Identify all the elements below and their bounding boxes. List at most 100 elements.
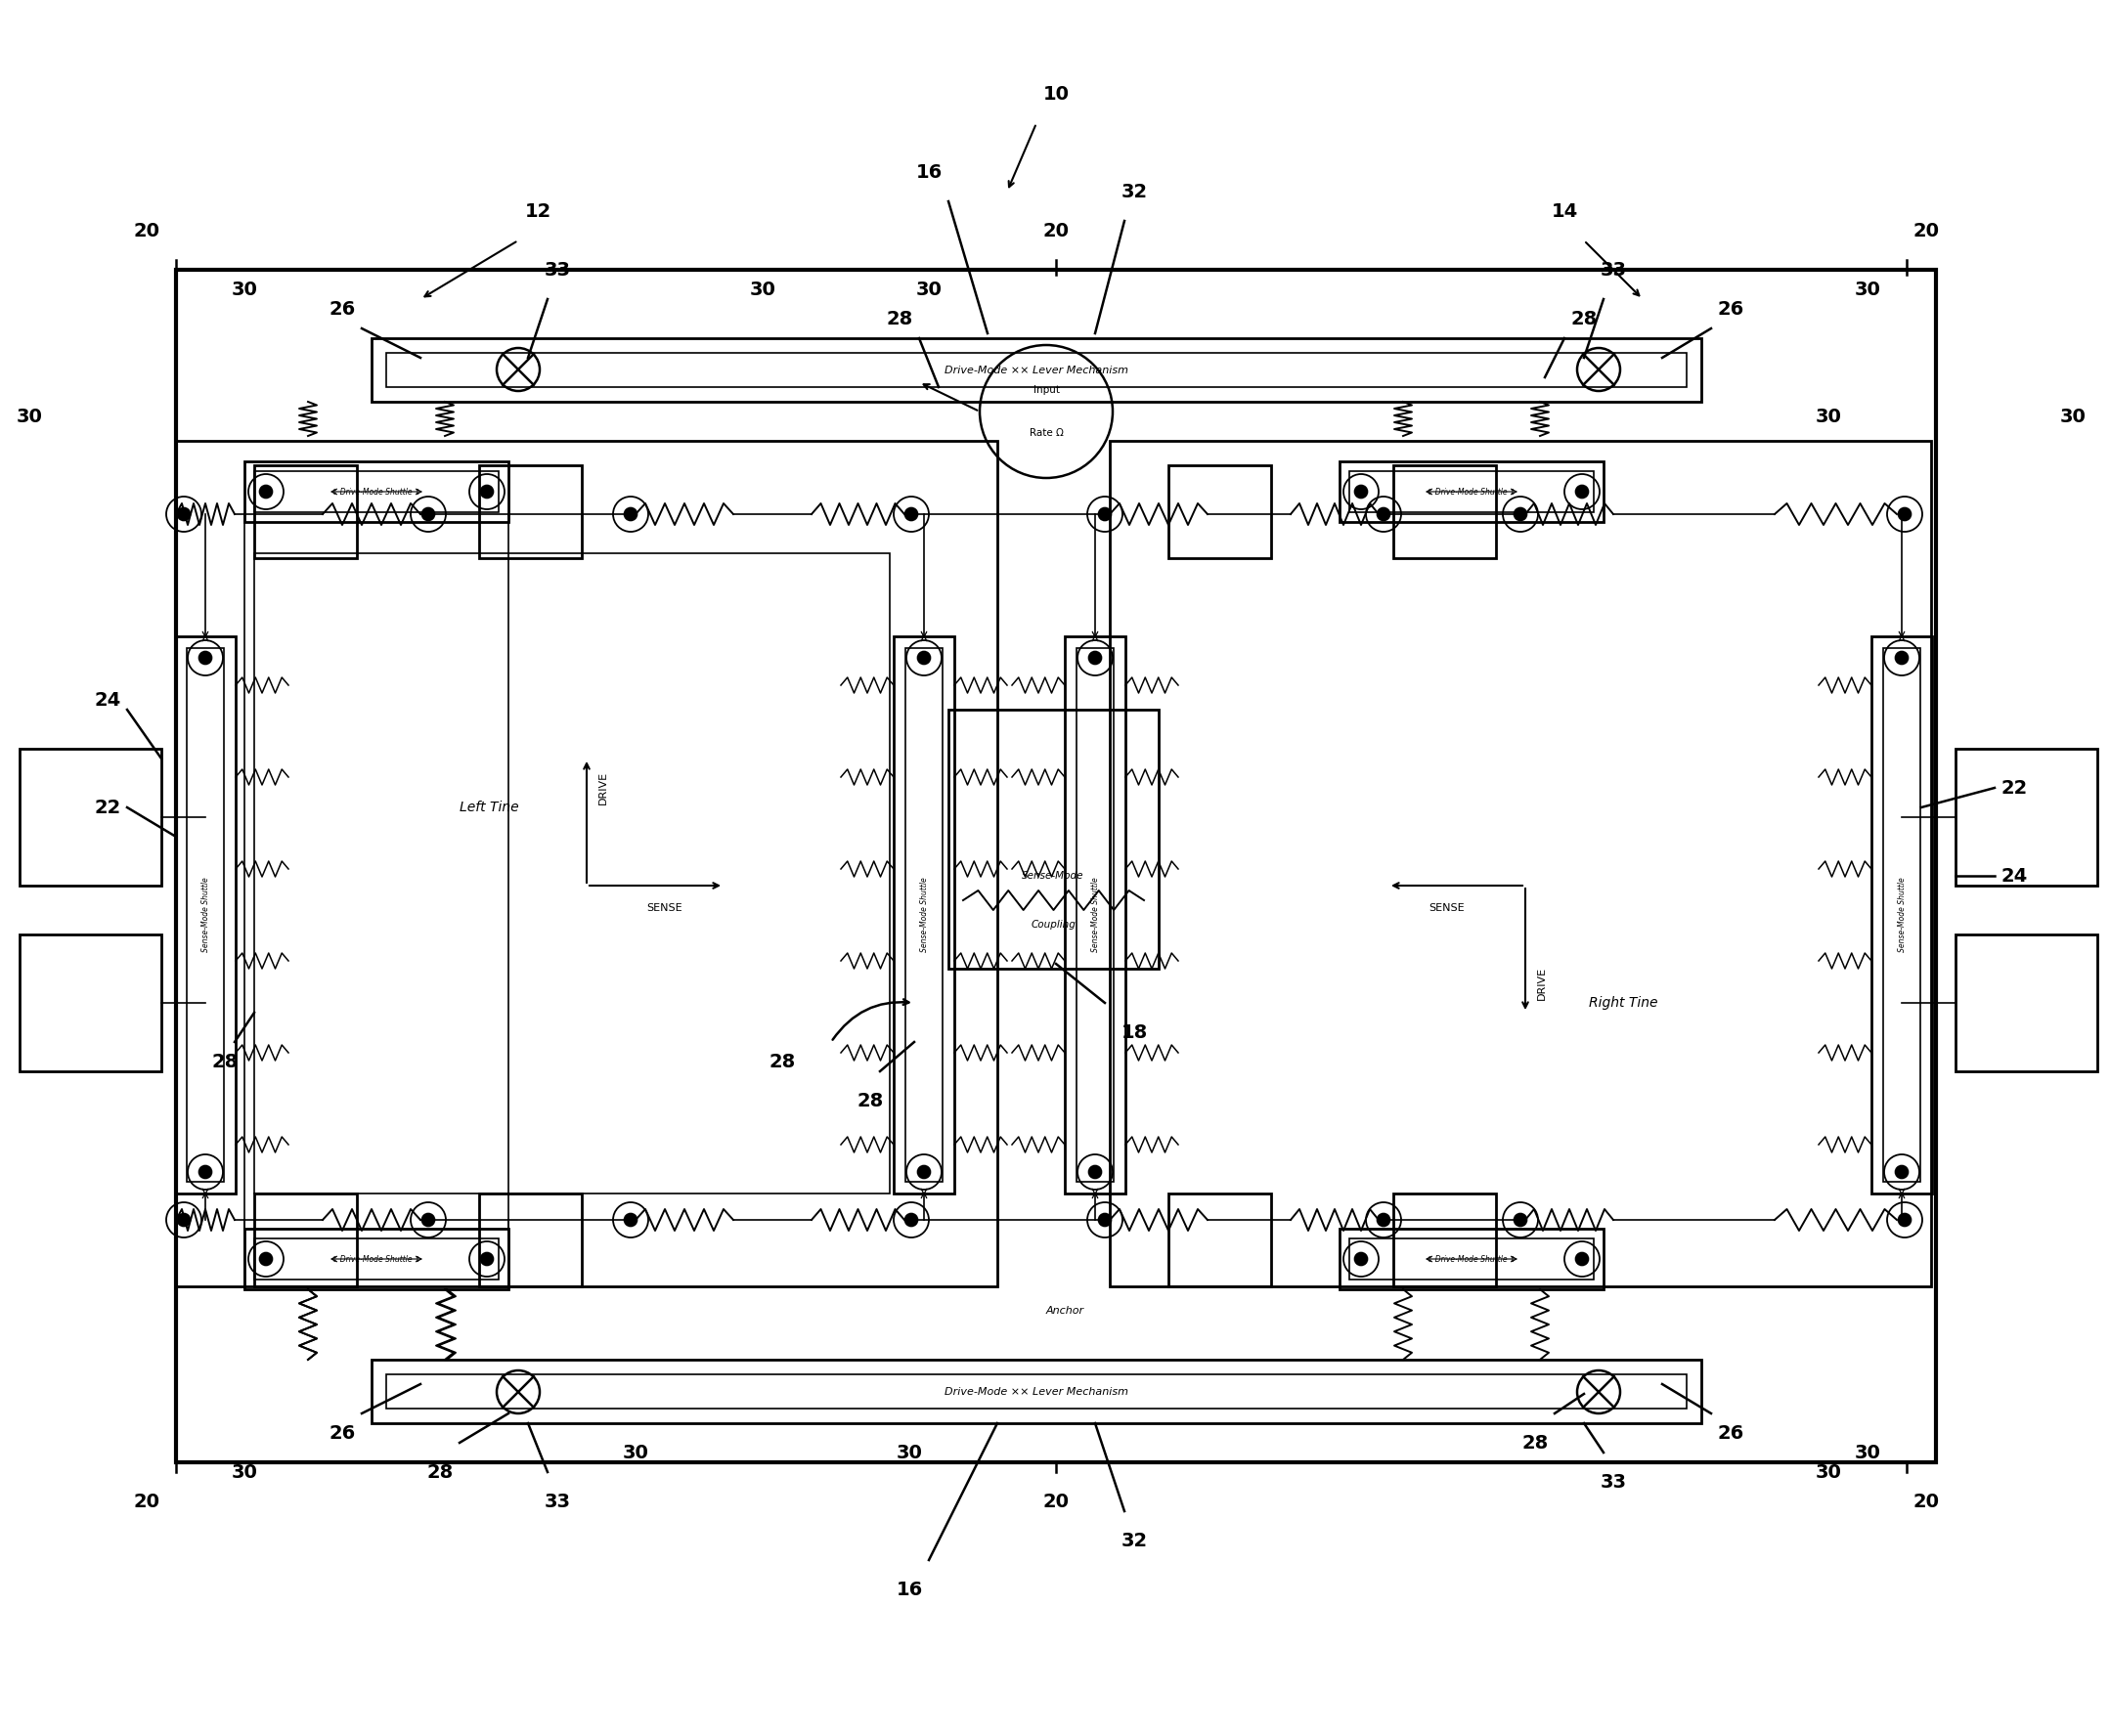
- Text: 30: 30: [1815, 408, 1842, 425]
- Circle shape: [177, 1213, 190, 1226]
- Bar: [19, 934, 160, 1071]
- Text: 28: 28: [1570, 309, 1597, 328]
- Text: 30: 30: [232, 279, 257, 299]
- Circle shape: [1515, 1213, 1526, 1226]
- Bar: [1076, 648, 1114, 1182]
- Bar: [1872, 637, 1933, 1194]
- Text: 20: 20: [133, 222, 160, 240]
- Circle shape: [625, 1213, 637, 1226]
- Text: 28: 28: [426, 1463, 454, 1481]
- Circle shape: [1515, 509, 1526, 521]
- Bar: [386, 352, 1686, 387]
- Circle shape: [1099, 509, 1112, 521]
- Circle shape: [905, 509, 918, 521]
- Circle shape: [1355, 486, 1367, 498]
- Circle shape: [198, 1167, 211, 1179]
- Circle shape: [625, 509, 637, 521]
- Bar: [1956, 934, 2097, 1071]
- Text: 24: 24: [95, 691, 120, 710]
- Text: 33: 33: [1599, 260, 1627, 279]
- Text: Left Tine: Left Tine: [460, 800, 519, 814]
- Text: ⇕ Drive-Mode Shuttle ⇕: ⇕ Drive-Mode Shuttle ⇕: [1426, 488, 1517, 496]
- Bar: [1110, 441, 1931, 1286]
- Bar: [479, 1194, 582, 1286]
- Text: Sense-Mode Shuttle: Sense-Mode Shuttle: [1091, 877, 1099, 953]
- Text: 32: 32: [1120, 182, 1148, 201]
- Circle shape: [918, 651, 931, 663]
- Text: DRIVE: DRIVE: [599, 771, 608, 804]
- Circle shape: [1576, 486, 1589, 498]
- Bar: [371, 1359, 1701, 1424]
- Text: 30: 30: [1815, 1463, 1842, 1481]
- Circle shape: [1089, 651, 1101, 663]
- Text: 30: 30: [232, 1463, 257, 1481]
- Bar: [19, 748, 160, 885]
- Text: 26: 26: [1718, 300, 1745, 318]
- Text: 26: 26: [329, 1424, 357, 1443]
- Text: 30: 30: [17, 408, 42, 425]
- Bar: [1393, 1194, 1496, 1286]
- Text: 16: 16: [916, 163, 943, 181]
- Text: 30: 30: [622, 1443, 648, 1462]
- Bar: [253, 554, 890, 1194]
- Text: Rate Ω: Rate Ω: [1030, 429, 1063, 437]
- Text: 10: 10: [1042, 85, 1070, 102]
- Bar: [1340, 462, 1604, 523]
- Circle shape: [422, 1213, 435, 1226]
- Text: 20: 20: [1042, 222, 1070, 240]
- Bar: [175, 269, 1937, 1462]
- Text: 26: 26: [329, 300, 357, 318]
- Text: Coupling: Coupling: [1030, 920, 1076, 929]
- Circle shape: [1089, 1167, 1101, 1179]
- Circle shape: [1378, 1213, 1390, 1226]
- Bar: [1066, 637, 1125, 1194]
- Bar: [905, 648, 943, 1182]
- Bar: [479, 465, 582, 559]
- Circle shape: [918, 1167, 931, 1179]
- Text: 30: 30: [916, 279, 941, 299]
- Text: Input: Input: [1034, 385, 1059, 394]
- Circle shape: [481, 1253, 494, 1266]
- Text: ⇕ Drive-Mode Shuttle ⇕: ⇕ Drive-Mode Shuttle ⇕: [331, 488, 422, 496]
- Text: 12: 12: [525, 201, 551, 220]
- Bar: [245, 462, 509, 523]
- Circle shape: [260, 486, 272, 498]
- Text: Sense-Mode Shuttle: Sense-Mode Shuttle: [1897, 877, 1905, 953]
- Text: 28: 28: [857, 1092, 884, 1109]
- Bar: [1169, 1194, 1270, 1286]
- Bar: [1348, 1238, 1593, 1279]
- Bar: [253, 470, 498, 512]
- Circle shape: [1355, 1253, 1367, 1266]
- Text: 28: 28: [211, 1052, 238, 1071]
- Bar: [175, 637, 236, 1194]
- Bar: [188, 648, 224, 1182]
- Text: 20: 20: [1914, 1493, 1939, 1510]
- Circle shape: [1895, 651, 1907, 663]
- Text: 20: 20: [1042, 1493, 1070, 1510]
- Text: 30: 30: [749, 279, 776, 299]
- Text: 33: 33: [544, 1493, 570, 1510]
- Text: Sense-Mode Shuttle: Sense-Mode Shuttle: [200, 877, 209, 953]
- Circle shape: [1895, 1167, 1907, 1179]
- Text: 30: 30: [2059, 408, 2087, 425]
- Bar: [386, 1375, 1686, 1408]
- Text: 18: 18: [1120, 1023, 1148, 1042]
- Bar: [371, 339, 1701, 401]
- Text: 20: 20: [1914, 222, 1939, 240]
- Bar: [1882, 648, 1920, 1182]
- Text: 30: 30: [897, 1443, 922, 1462]
- Text: 16: 16: [897, 1580, 922, 1599]
- Text: 14: 14: [1551, 201, 1578, 220]
- Text: 33: 33: [544, 260, 570, 279]
- Circle shape: [177, 509, 190, 521]
- Bar: [1340, 1229, 1604, 1290]
- Bar: [895, 637, 954, 1194]
- Bar: [253, 465, 357, 559]
- Bar: [947, 710, 1158, 969]
- Bar: [1169, 465, 1270, 559]
- Text: Sense-Mode Shuttle: Sense-Mode Shuttle: [920, 877, 928, 953]
- Text: 26: 26: [1718, 1424, 1745, 1443]
- Bar: [253, 1194, 357, 1286]
- Bar: [1393, 465, 1496, 559]
- Text: 32: 32: [1120, 1531, 1148, 1550]
